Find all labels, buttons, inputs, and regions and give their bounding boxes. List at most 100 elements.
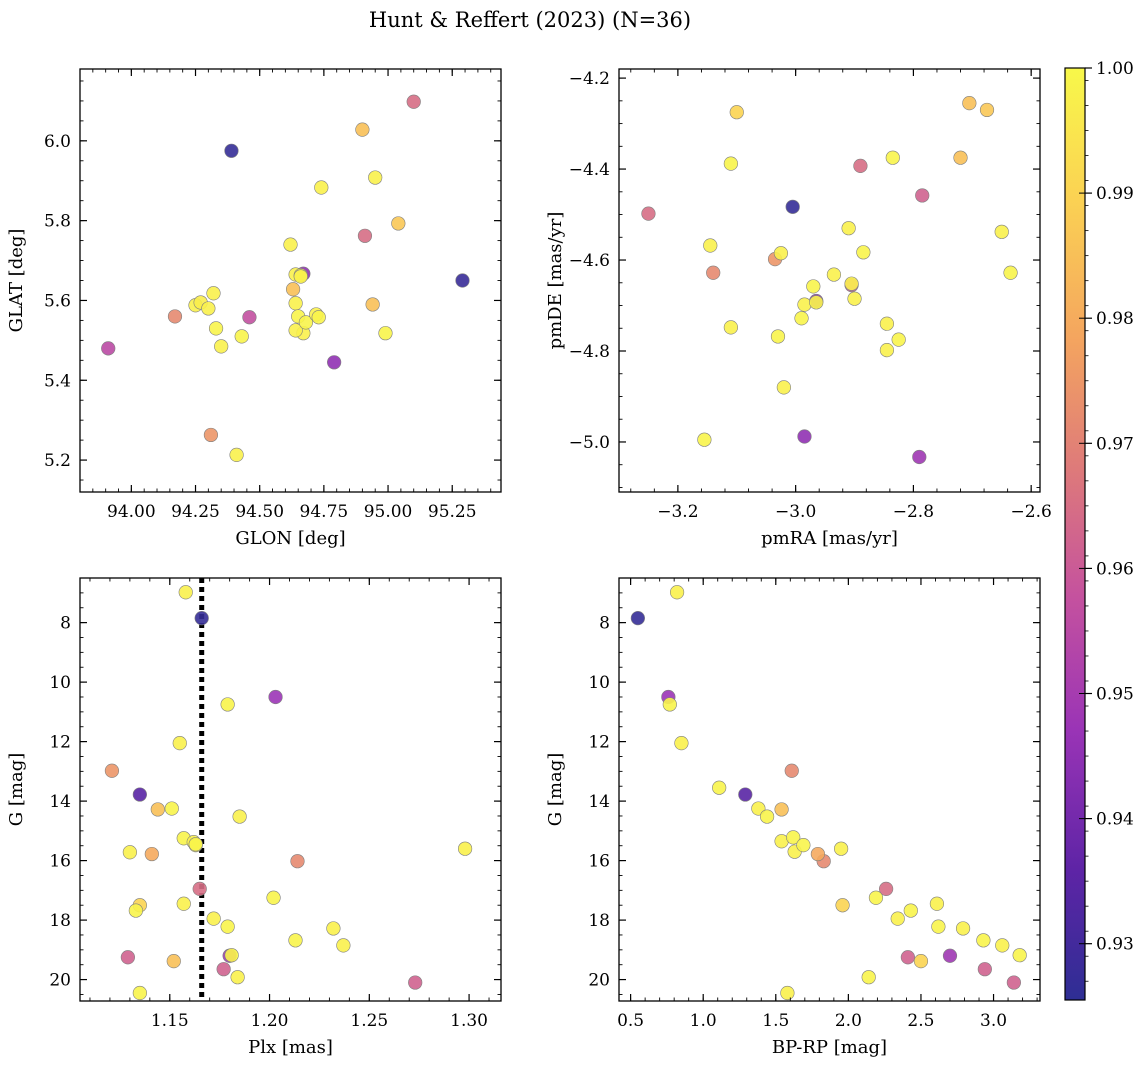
data-point	[455, 273, 470, 288]
data-point	[703, 238, 718, 253]
data-point	[311, 310, 326, 325]
x-axis-label: BP-RP [mag]	[772, 1037, 887, 1058]
panel-bottom-left: 1.15 1.20 1.25 1.30 8 10 12 14 16 18 20 Plx [mas] G …	[6, 577, 502, 1058]
data-point	[298, 315, 314, 330]
y-tick-label: 5.4	[44, 371, 71, 391]
x-tick-label: 94.25	[171, 502, 220, 522]
y-tick-label: 20	[49, 971, 71, 991]
data-point	[770, 329, 786, 344]
data-point	[208, 321, 224, 336]
data-point	[995, 938, 1010, 953]
data-point	[120, 950, 135, 965]
data-point	[915, 188, 930, 203]
y-axis-label: pmDE [mas/yr]	[545, 212, 566, 350]
data-point	[336, 938, 351, 953]
data-point	[1012, 948, 1027, 963]
colorbar: 0.93 0.94 0.95 0.96 0.97 0.98 0.99 1.00	[1064, 59, 1134, 1001]
data-point	[234, 329, 249, 344]
data-point	[759, 809, 775, 824]
data-point	[242, 310, 257, 325]
data-point	[132, 985, 147, 1001]
data-point	[314, 180, 329, 195]
data-point	[164, 801, 179, 816]
x-tick-label: 0.5	[617, 1011, 644, 1031]
data-point	[879, 316, 895, 331]
data-point	[355, 122, 370, 137]
x-tick-label: 94.00	[107, 502, 156, 522]
data-point	[391, 216, 406, 231]
data-point	[357, 228, 373, 243]
y-tick-label: −4.4	[569, 160, 610, 180]
data-point	[220, 697, 235, 712]
data-point	[101, 341, 116, 356]
data-point	[178, 585, 193, 600]
data-point	[288, 933, 303, 948]
x-tick-label: 1.25	[350, 1011, 388, 1031]
data-point	[962, 96, 977, 111]
y-tick-label: 10	[49, 673, 71, 693]
axes-frame	[79, 68, 502, 493]
data-point	[912, 449, 927, 465]
y-tick-label: 16	[49, 852, 71, 872]
y-tick-label: 12	[49, 733, 71, 753]
y-tick-label: 18	[49, 911, 71, 931]
colorbar-tick-label: 0.98	[1096, 309, 1134, 329]
x-tick-label: 1.15	[151, 1011, 189, 1031]
x-tick-label: 2.5	[907, 1011, 934, 1031]
data-point	[953, 150, 968, 165]
data-point	[955, 921, 971, 936]
data-point	[929, 896, 945, 911]
data-point	[856, 245, 871, 260]
data-point	[774, 802, 789, 817]
data-point	[794, 311, 809, 326]
data-point	[780, 985, 795, 1001]
data-point	[128, 903, 143, 918]
data-point	[641, 206, 656, 221]
colorbar-tick-label: 0.93	[1096, 935, 1134, 955]
data-point	[994, 224, 1009, 239]
data-point	[266, 890, 281, 905]
y-tick-label: 5.6	[44, 291, 71, 311]
x-tick-label: 1.5	[762, 1011, 789, 1031]
data-point	[216, 962, 231, 977]
data-point	[697, 432, 712, 447]
data-point	[841, 221, 856, 236]
data-point	[977, 962, 992, 977]
data-point	[674, 735, 689, 751]
data-point	[224, 948, 239, 963]
data-point	[797, 429, 812, 444]
data-point	[230, 970, 245, 985]
data-point	[976, 933, 991, 948]
axes-frame	[618, 577, 1041, 1002]
y-tick-label: −4.2	[569, 69, 610, 89]
x-tick-label: −2.6	[1011, 502, 1052, 522]
y-axis-label: GLAT [deg]	[6, 229, 27, 333]
y-tick-label: 16	[588, 852, 610, 872]
y-tick-label: 8	[60, 614, 71, 634]
data-point	[890, 911, 905, 926]
axes-frame	[79, 577, 502, 1002]
x-tick-label: 94.50	[235, 502, 284, 522]
y-tick-label: 12	[588, 733, 610, 753]
data-point	[176, 896, 191, 911]
panel-top-right: −3.2 −3.0 −2.8 −2.6 −5.0 −4.8 −4.6 −4.4 −4.2 pmRA…	[545, 68, 1052, 549]
data-point	[327, 355, 342, 370]
figure-title: Hunt & Reffert (2023) (N=36)	[369, 8, 691, 32]
x-axis-label: Plx [mas]	[248, 1037, 333, 1058]
data-point	[706, 265, 721, 280]
data-point	[797, 297, 812, 312]
data-point	[290, 854, 305, 869]
x-tick-label: −2.8	[893, 502, 934, 522]
data-point	[166, 954, 181, 969]
colorbar-tick-label: 0.94	[1096, 810, 1134, 830]
data-point	[229, 447, 244, 462]
data-point	[942, 948, 958, 963]
data-point	[853, 158, 868, 173]
data-point	[192, 881, 207, 896]
data-point	[368, 170, 383, 185]
panel-bottom-right: 0.5 1.0 1.5 2.0 2.5 3.0 8 10 12 14 16 18 20 BP-RP [ma…	[545, 577, 1041, 1058]
y-axis-label: G [mag]	[6, 753, 27, 826]
x-tick-label: 1.0	[690, 1011, 717, 1031]
data-point	[326, 921, 341, 936]
